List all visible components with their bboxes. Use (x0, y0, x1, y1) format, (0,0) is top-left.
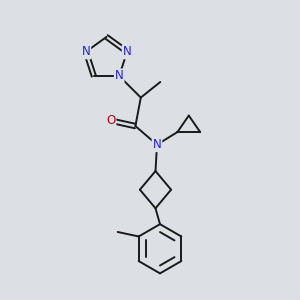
Text: N: N (82, 45, 90, 58)
Text: N: N (115, 70, 124, 83)
Text: N: N (153, 138, 161, 151)
Text: O: O (106, 114, 116, 127)
Text: N: N (123, 45, 131, 58)
